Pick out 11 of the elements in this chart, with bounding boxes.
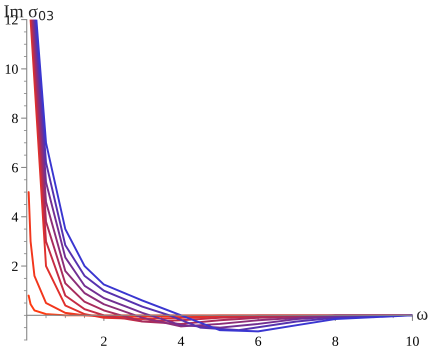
x-axis-title: ω [417,311,428,320]
x-tick-label: 8 [332,336,338,346]
y-tick-label: 6 [12,163,18,172]
x-tick-label: 2 [101,336,107,346]
x-tick-label: 6 [255,336,262,346]
x-tick-label: 10 [406,336,419,346]
y-tick-label: 4 [12,212,18,222]
x-tick-label: 4 [178,336,184,346]
y-tick-label: 10 [6,64,18,74]
y-tick-label: 2 [12,262,18,271]
y-tick-label: 8 [12,114,18,124]
